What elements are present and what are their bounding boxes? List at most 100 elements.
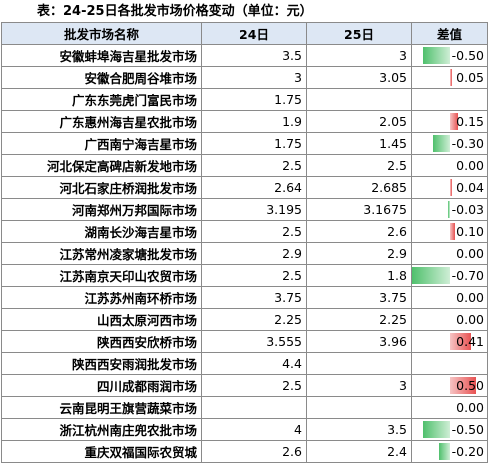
diff-value: 0.04 [456, 180, 484, 195]
price-25-cell: 1.8 [306, 264, 412, 287]
market-name-cell: 安徽蚌埠海吉星批发市场 [1, 44, 202, 67]
diff-cell: 0.10 [411, 220, 488, 243]
price-25-cell [306, 352, 412, 375]
price-24-cell: 2.5 [201, 220, 307, 243]
diff-value: 0.00 [456, 312, 484, 327]
market-name-cell: 广东东莞虎门富民市场 [1, 88, 202, 111]
table-title: 表：24-25日各批发市场价格变动（单位：元） [37, 4, 313, 19]
diff-value: 0.10 [456, 224, 484, 239]
table-row: 江苏苏州南环桥市场 3.75 3.75 0.00 [1, 286, 488, 309]
market-name-cell: 重庆双福国际农贸城 [1, 440, 202, 463]
diff-cell: -0.70 [411, 264, 488, 287]
market-name-cell: 湖南长沙海吉星市场 [1, 220, 202, 243]
diff-cell [411, 88, 488, 111]
market-name-cell: 河北石家庄桥润批发市场 [1, 176, 202, 199]
diff-value: -0.03 [451, 202, 484, 217]
header-market: 批发市场名称 [1, 22, 202, 45]
diff-value: 0.41 [456, 334, 484, 349]
price-25-cell: 3 [306, 374, 412, 397]
diff-cell: 0.50 [411, 374, 488, 397]
decrease-bar [422, 421, 450, 438]
market-name-cell: 江苏苏州南环桥市场 [1, 286, 202, 309]
price-24-cell: 3.75 [201, 286, 307, 309]
market-name-cell: 安徽合肥周谷堆市场 [1, 66, 202, 89]
diff-cell: 0.00 [411, 308, 488, 331]
diff-value: -0.70 [451, 268, 484, 283]
increase-bar [449, 377, 477, 394]
price-24-cell: 4 [201, 418, 307, 441]
header-row: 批发市场名称 24日 25日 差值 [1, 22, 488, 45]
price-25-cell: 2.4 [306, 440, 412, 463]
diff-value: -0.50 [451, 48, 484, 63]
table-row: 陕西西安欣桥市场 3.555 3.96 0.41 [1, 330, 488, 353]
table-row: 山西太原河西市场 2.25 2.25 0.00 [1, 308, 488, 331]
diff-cell: -0.03 [411, 198, 488, 221]
header-day24: 24日 [201, 22, 307, 45]
table-row: 江苏常州凌家塘批发市场 2.9 2.9 0.00 [1, 242, 488, 265]
table-row: 广西南宁海吉星市场 1.75 1.45 -0.30 [1, 132, 488, 155]
header-day25: 25日 [306, 22, 412, 45]
diff-value: -0.20 [451, 444, 484, 459]
increase-bar [449, 179, 452, 196]
diff-value: 0.00 [456, 246, 484, 261]
price-24-cell: 2.5 [201, 374, 307, 397]
price-24-cell: 4.4 [201, 352, 307, 375]
diff-cell: 0.00 [411, 154, 488, 177]
table-row: 江苏南京天印山农贸市场 2.5 1.8 -0.70 [1, 264, 488, 287]
diff-value: -0.30 [451, 136, 484, 151]
decrease-bar [422, 47, 450, 64]
price-24-cell: 2.6 [201, 440, 307, 463]
price-24-cell: 3.195 [201, 198, 307, 221]
table-row: 河北石家庄桥润批发市场 2.64 2.685 0.04 [1, 176, 488, 199]
diff-value: 0.05 [456, 70, 484, 85]
table-row: 陕西西安雨润批发市场 4.4 [1, 352, 488, 375]
table-row: 四川成都雨润市场 2.5 3 0.50 [1, 374, 488, 397]
diff-cell: 0.00 [411, 286, 488, 309]
table-row: 安徽合肥周谷堆市场 3 3.05 0.05 [1, 66, 488, 89]
price-24-cell: 1.75 [201, 88, 307, 111]
price-table-body: 批发市场名称 24日 25日 差值 安徽蚌埠海吉星批发市场 3.5 3 -0.50 安徽… [1, 22, 488, 463]
price-24-cell: 2.25 [201, 308, 307, 331]
price-table: 批发市场名称 24日 25日 差值 安徽蚌埠海吉星批发市场 3.5 3 -0.50 安徽… [1, 22, 488, 463]
diff-value: 0.50 [456, 378, 484, 393]
price-25-cell: 3.05 [306, 66, 412, 89]
price-25-cell: 2.685 [306, 176, 412, 199]
market-name-cell: 广西南宁海吉星市场 [1, 132, 202, 155]
diff-cell: 0.00 [411, 242, 488, 265]
market-name-cell: 浙江杭州南庄兜农批市场 [1, 418, 202, 441]
increase-bar [449, 223, 455, 240]
price-25-cell: 3.1675 [306, 198, 412, 221]
table-row: 云南昆明王旗营蔬菜市场 0.00 [1, 396, 488, 419]
diff-cell: -0.30 [411, 132, 488, 155]
price-25-cell: 3.75 [306, 286, 412, 309]
price-25-cell: 2.9 [306, 242, 412, 265]
diff-value: 0.00 [456, 158, 484, 173]
diff-cell: -0.20 [411, 440, 488, 463]
price-25-cell [306, 396, 412, 419]
price-24-cell: 2.5 [201, 264, 307, 287]
price-25-cell: 3 [306, 44, 412, 67]
diff-value: 0.00 [456, 400, 484, 415]
market-name-cell: 四川成都雨润市场 [1, 374, 202, 397]
diff-cell: 0.00 [411, 396, 488, 419]
market-name-cell: 广东惠州海吉星农批市场 [1, 110, 202, 133]
table-row: 重庆双福国际农贸城 2.6 2.4 -0.20 [1, 440, 488, 463]
market-name-cell: 河南郑州万邦国际市场 [1, 198, 202, 221]
diff-value: -0.50 [451, 422, 484, 437]
diff-cell: 0.04 [411, 176, 488, 199]
market-name-cell: 山西太原河西市场 [1, 308, 202, 331]
price-25-cell: 3.96 [306, 330, 412, 353]
market-name-cell: 陕西西安欣桥市场 [1, 330, 202, 353]
decrease-bar [438, 443, 450, 460]
table-row: 湖南长沙海吉星市场 2.5 2.6 0.10 [1, 220, 488, 243]
diff-value: 0.00 [456, 290, 484, 305]
price-24-cell: 2.64 [201, 176, 307, 199]
increase-bar [449, 69, 453, 86]
increase-bar [449, 113, 458, 130]
diff-cell: -0.50 [411, 418, 488, 441]
price-24-cell: 3 [201, 66, 307, 89]
decrease-bar [448, 201, 450, 218]
diff-cell: 0.15 [411, 110, 488, 133]
price-25-cell: 3.5 [306, 418, 412, 441]
